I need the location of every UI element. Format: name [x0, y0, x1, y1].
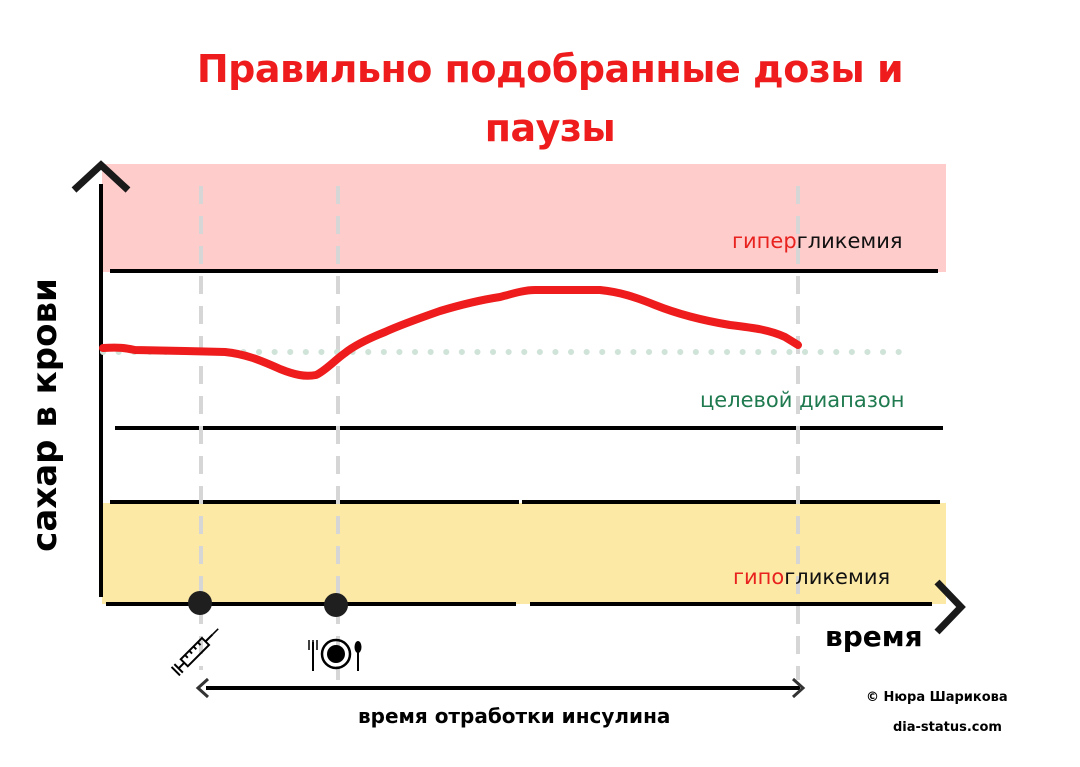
hyper-suffix: гликемия: [796, 229, 903, 253]
hypo-upper-line-right: [522, 500, 940, 504]
meal-marker: [324, 593, 348, 617]
event-guides: [199, 186, 800, 680]
target-lower-line: [115, 426, 943, 430]
y-axis-arrowhead: [71, 160, 131, 193]
hypoglycemia-label: гипогликемия: [733, 565, 890, 589]
insulin-duration-arrow: [195, 677, 806, 699]
x-axis-label: время: [825, 620, 923, 653]
hyperglycemia-label: гипергликемия: [732, 229, 903, 253]
diagram-title-line-1: Правильно подобранные дозы и: [196, 47, 904, 91]
plate-cutlery-icon: [308, 638, 362, 671]
glucose-curve: [99, 286, 802, 380]
hyper-boundary-line: [110, 269, 938, 273]
hyper-prefix: гипер: [732, 229, 797, 253]
target-range-label: целевой диапазон: [700, 388, 905, 412]
hypo-prefix: гипо: [733, 565, 785, 589]
y-axis-line: [99, 184, 103, 597]
x-axis-arrowhead: [934, 579, 966, 635]
hypo-upper-line-left: [110, 500, 519, 504]
site-credit: dia-status.com: [893, 720, 1002, 735]
x-axis-line-right: [530, 602, 932, 606]
hypoglycemia-zone: [102, 503, 946, 604]
y-axis-label: сахар в крови: [25, 278, 65, 552]
hypo-suffix: гликемия: [784, 565, 891, 589]
insulin-duration-label: время отработки инсулина: [358, 704, 671, 728]
injection-marker: [188, 591, 212, 615]
author-credit: © Нюра Шарикова: [866, 690, 1008, 705]
syringe-icon: [170, 628, 219, 677]
x-axis-line-left: [106, 602, 516, 606]
hyperglycemia-zone: [102, 164, 946, 272]
diagram-title-line-2: паузы: [484, 106, 616, 150]
